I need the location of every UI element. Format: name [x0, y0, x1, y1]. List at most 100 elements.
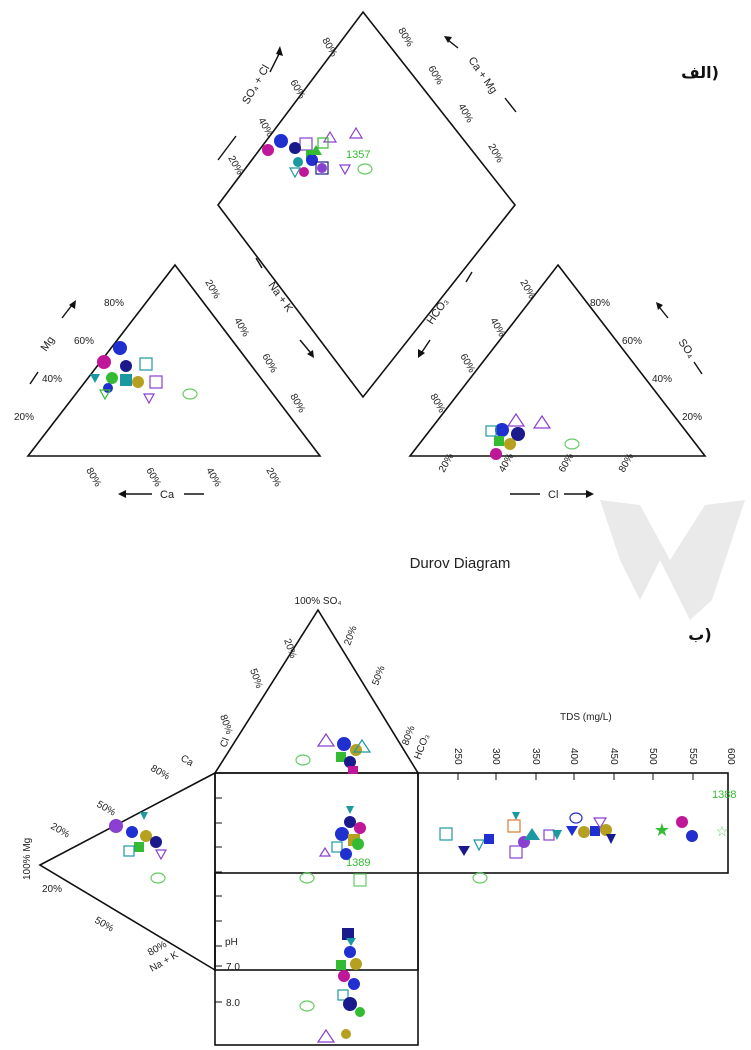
square-ticks [215, 797, 222, 947]
data-point [590, 826, 600, 836]
axis-dash [465, 271, 473, 283]
data-point [484, 834, 494, 844]
arrow-head [444, 36, 452, 43]
data-point [134, 842, 144, 852]
left-upper-tick: 80% [149, 763, 172, 783]
right-inner-tick: 20% [517, 278, 537, 301]
left-inner-tick: 20% [202, 278, 222, 301]
data-point [132, 376, 144, 388]
arrow-head [418, 349, 425, 358]
tds-tick: 500 [647, 748, 658, 765]
watermark-shape [600, 500, 745, 620]
data-point [331, 841, 343, 853]
data-point [154, 849, 168, 861]
axis-arrow [269, 51, 281, 73]
right-side-tick: 80% [590, 298, 610, 309]
right-side-tick: 40% [652, 374, 672, 385]
top-left-tick: 20% [281, 637, 298, 660]
left-triangle-points [109, 812, 168, 884]
top-right-axis: HCO₃ [412, 733, 431, 761]
tds-tick: 300 [490, 748, 501, 765]
tds-tick: 550 [687, 748, 698, 765]
data-point: ☆ [716, 823, 729, 839]
data-point [126, 826, 138, 838]
data-point [600, 824, 612, 836]
left-lower-tick: 20% [42, 884, 62, 895]
data-point [139, 357, 153, 371]
diamond-points [262, 126, 373, 179]
data-point [509, 845, 523, 859]
data-point [288, 167, 302, 179]
data-point [490, 448, 502, 460]
data-point [182, 388, 198, 400]
right-side-tick: 20% [682, 412, 702, 423]
data-point [569, 812, 583, 824]
axis-dash [217, 135, 237, 161]
top-right-tick: 20% [342, 624, 359, 647]
data-point [140, 830, 152, 842]
data-point [348, 126, 364, 139]
right-side-axis: SO₄ [676, 337, 698, 361]
diamond-right-tick: 80% [395, 26, 415, 49]
diamond-left-tick: 80% [319, 36, 339, 59]
ph-tick: 7.0 [226, 962, 240, 973]
data-point [552, 830, 562, 840]
data-point [566, 826, 578, 836]
data-point [299, 1000, 315, 1012]
right-inner-axis: HCO₃ [425, 296, 451, 327]
data-point [337, 989, 349, 1001]
data-point [578, 826, 590, 838]
right-bottom-tick: 20% [437, 452, 457, 475]
data-point [317, 163, 327, 173]
left-side-tick: 20% [14, 412, 34, 423]
square-points [299, 806, 366, 884]
data-point [299, 167, 309, 177]
data-point [341, 1029, 351, 1039]
sample-annotation: 1357 [346, 149, 370, 161]
data-point [485, 425, 497, 437]
data-point [506, 412, 526, 427]
data-point [318, 846, 332, 857]
ph-label: pH [225, 937, 238, 948]
panel-a: الف) 80% 60% 40% 20% SO₄ + Cl 80% 60% 40… [14, 10, 719, 501]
data-point [90, 374, 100, 383]
ph-panel [214, 872, 419, 1046]
data-point [150, 872, 166, 884]
data-point [289, 142, 301, 154]
arrow-head [69, 300, 76, 309]
top-left-tick: 80% [217, 713, 234, 736]
axis-dash [693, 361, 703, 375]
data-point [512, 812, 520, 820]
top-left-tick: 50% [247, 667, 264, 690]
axis-arrow [61, 304, 73, 319]
left-inner-axis: Na + K [266, 280, 296, 315]
data-point [338, 970, 350, 982]
cation-points [90, 341, 198, 405]
durov-central-square [214, 772, 419, 971]
data-point [295, 754, 311, 766]
data-point [310, 145, 322, 155]
diamond-right-tick: 60% [425, 64, 445, 87]
left-side-tick: 60% [74, 336, 94, 347]
data-point [262, 144, 274, 156]
tds-label: TDS (mg/L) [560, 712, 612, 723]
data-point [354, 822, 366, 834]
data-point [606, 834, 616, 844]
data-point [458, 846, 470, 856]
left-upper-tick: 50% [95, 799, 118, 819]
data-point [140, 812, 148, 820]
left-inner-tick: 80% [287, 392, 307, 415]
left-bottom-axis: Ca [160, 489, 175, 501]
durov-left-triangle [38, 771, 216, 972]
top-right-tick: 50% [370, 664, 387, 687]
tds-tick: 400 [568, 748, 579, 765]
arrow-head [307, 350, 314, 358]
arrow-head [118, 490, 126, 498]
left-bottom-tick: 60% [143, 466, 163, 489]
axis-arrow [447, 39, 459, 49]
left-upper-tick: 20% [49, 821, 72, 841]
tds-points: ★ ☆ [439, 812, 729, 884]
data-point [299, 137, 313, 151]
data-point [338, 164, 352, 176]
left-lower-tick: 50% [93, 915, 116, 935]
